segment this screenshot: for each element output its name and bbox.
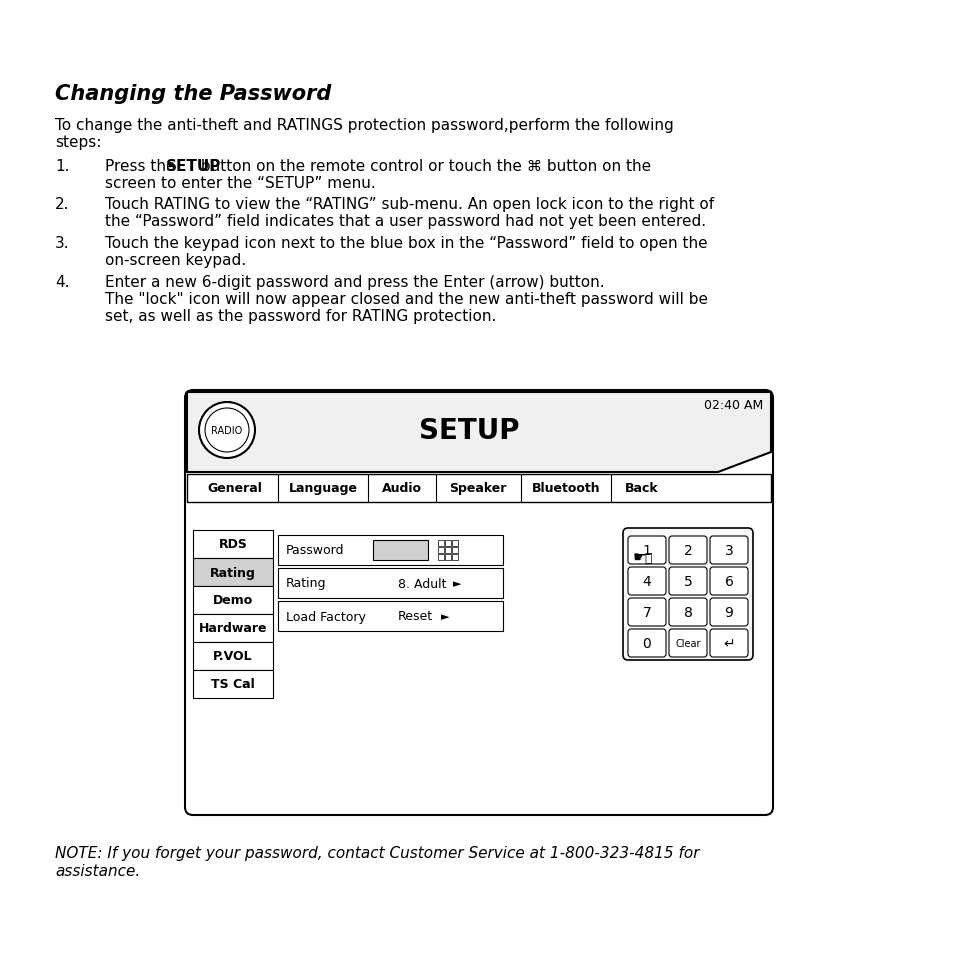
- Text: SETUP: SETUP: [166, 159, 221, 173]
- Text: Reset: Reset: [397, 610, 433, 623]
- Bar: [277, 568, 502, 598]
- Bar: [193, 586, 273, 615]
- Bar: [187, 475, 770, 502]
- Bar: [277, 601, 502, 631]
- Text: 👍: 👍: [643, 552, 651, 565]
- Text: Audio: Audio: [381, 482, 421, 495]
- Circle shape: [205, 409, 249, 453]
- FancyBboxPatch shape: [627, 567, 665, 596]
- Text: Language: Language: [288, 482, 357, 495]
- FancyBboxPatch shape: [627, 629, 665, 658]
- Bar: [193, 670, 273, 699]
- Text: the “Password” field indicates that a user password had not yet been entered.: the “Password” field indicates that a us…: [105, 213, 705, 229]
- Text: Rating: Rating: [286, 577, 326, 590]
- Text: ►: ►: [453, 578, 461, 588]
- Text: 0: 0: [642, 637, 651, 650]
- Bar: [444, 547, 451, 554]
- Text: NOTE: If you forget your password, contact Customer Service at 1-800-323-4815 fo: NOTE: If you forget your password, conta…: [55, 845, 699, 861]
- Text: Enter a new 6-digit password and press the Enter (arrow) button.: Enter a new 6-digit password and press t…: [105, 274, 604, 290]
- Text: 4.: 4.: [55, 274, 70, 290]
- Text: steps:: steps:: [55, 135, 101, 150]
- FancyBboxPatch shape: [709, 629, 747, 658]
- Text: 4: 4: [642, 575, 651, 588]
- Text: 9: 9: [723, 605, 733, 619]
- Bar: [444, 555, 451, 560]
- Text: 3: 3: [724, 543, 733, 558]
- Text: ►: ►: [440, 612, 449, 621]
- Text: ☛: ☛: [633, 549, 646, 564]
- Text: Back: Back: [624, 482, 659, 495]
- Bar: [193, 558, 273, 586]
- Text: 7: 7: [642, 605, 651, 619]
- Text: 1.: 1.: [55, 159, 70, 173]
- Text: Touch RATING to view the “RATING” sub-menu. An open lock icon to the right of: Touch RATING to view the “RATING” sub-me…: [105, 196, 714, 212]
- Text: 3.: 3.: [55, 235, 70, 251]
- Text: RADIO: RADIO: [212, 426, 242, 436]
- Bar: [452, 540, 457, 546]
- FancyBboxPatch shape: [668, 598, 706, 626]
- FancyBboxPatch shape: [622, 529, 752, 660]
- Text: ↵: ↵: [722, 637, 734, 650]
- Text: 1: 1: [642, 543, 651, 558]
- FancyBboxPatch shape: [709, 537, 747, 564]
- Bar: [444, 540, 451, 546]
- Polygon shape: [187, 393, 770, 473]
- Text: Demo: Demo: [213, 594, 253, 607]
- Bar: [437, 555, 443, 560]
- Text: Rating: Rating: [210, 566, 255, 578]
- FancyBboxPatch shape: [709, 598, 747, 626]
- Text: General: General: [208, 482, 262, 495]
- Text: 2: 2: [683, 543, 692, 558]
- Text: 2.: 2.: [55, 196, 70, 212]
- Text: To change the anti-theft and RATINGS protection password,perform the following: To change the anti-theft and RATINGS pro…: [55, 118, 673, 132]
- FancyBboxPatch shape: [185, 391, 772, 815]
- Text: Load Factory: Load Factory: [286, 610, 366, 623]
- Text: Hardware: Hardware: [198, 622, 267, 635]
- Text: 8. Adult: 8. Adult: [397, 577, 446, 590]
- Text: 02:40 AM: 02:40 AM: [703, 398, 762, 412]
- FancyBboxPatch shape: [668, 629, 706, 658]
- FancyBboxPatch shape: [627, 598, 665, 626]
- Text: assistance.: assistance.: [55, 863, 140, 878]
- Text: TS Cal: TS Cal: [211, 678, 254, 691]
- Text: Clear: Clear: [675, 639, 700, 648]
- Text: Bluetooth: Bluetooth: [531, 482, 599, 495]
- Text: P.VOL: P.VOL: [213, 650, 253, 662]
- Text: Touch the keypad icon next to the blue box in the “Password” field to open the: Touch the keypad icon next to the blue b…: [105, 235, 707, 251]
- Bar: [373, 540, 428, 560]
- Bar: [277, 536, 502, 565]
- Bar: [193, 531, 273, 558]
- Text: 8: 8: [683, 605, 692, 619]
- Text: Speaker: Speaker: [449, 482, 506, 495]
- Text: Press the: Press the: [105, 159, 180, 173]
- Text: RDS: RDS: [218, 537, 247, 551]
- Bar: [437, 540, 443, 546]
- Text: set, as well as the password for RATING protection.: set, as well as the password for RATING …: [105, 309, 496, 324]
- Circle shape: [199, 402, 254, 458]
- FancyBboxPatch shape: [627, 537, 665, 564]
- Bar: [452, 547, 457, 554]
- Bar: [193, 615, 273, 642]
- Text: on-screen keypad.: on-screen keypad.: [105, 253, 246, 268]
- Bar: [193, 642, 273, 670]
- Bar: [437, 547, 443, 554]
- Text: 5: 5: [683, 575, 692, 588]
- Text: SETUP: SETUP: [418, 416, 518, 444]
- FancyBboxPatch shape: [668, 567, 706, 596]
- Bar: [452, 555, 457, 560]
- Text: Password: Password: [286, 544, 344, 557]
- FancyBboxPatch shape: [668, 537, 706, 564]
- Text: Changing the Password: Changing the Password: [55, 84, 331, 104]
- Text: 6: 6: [723, 575, 733, 588]
- Text: The "lock" icon will now appear closed and the new anti-theft password will be: The "lock" icon will now appear closed a…: [105, 292, 707, 307]
- Text: button on the remote control or touch the ⌘ button on the: button on the remote control or touch th…: [196, 159, 651, 173]
- Text: screen to enter the “SETUP” menu.: screen to enter the “SETUP” menu.: [105, 175, 375, 191]
- FancyBboxPatch shape: [709, 567, 747, 596]
